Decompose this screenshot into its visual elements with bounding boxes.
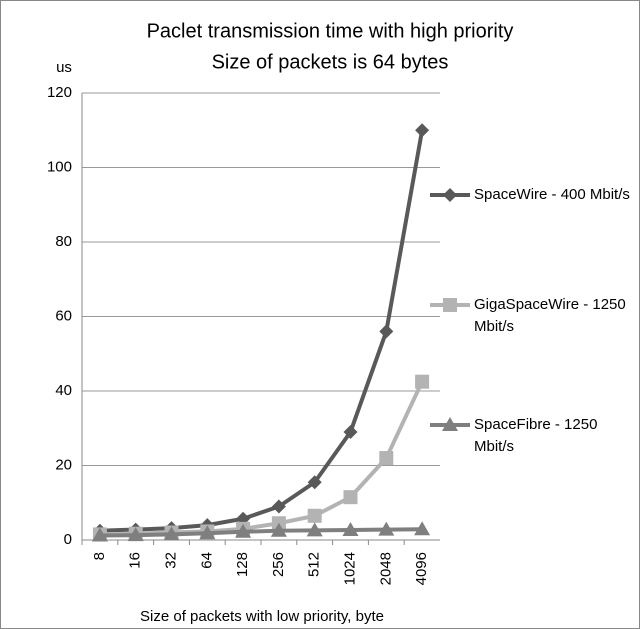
x-tick-label: 32: [162, 552, 179, 569]
y-tick-label: 100: [47, 158, 72, 175]
x-tick-label: 8: [91, 552, 108, 560]
marker: [307, 475, 322, 490]
y-tick-label: 120: [47, 84, 72, 101]
legend-label: GigaSpaceWire - 1250 Mbit/s: [474, 296, 626, 335]
marker: [442, 417, 458, 431]
marker: [163, 526, 180, 541]
chart-subtitle: Size of packets is 64 bytes: [212, 51, 449, 73]
legend-entry: GigaSpaceWire - 1250 Mbit/s: [474, 296, 626, 335]
marker: [343, 490, 358, 505]
marker: [307, 508, 322, 523]
legend-entry: SpaceFibre - 1250 Mbit/s: [474, 416, 598, 455]
y-tick-label: 40: [55, 382, 72, 399]
x-tick-label: 4096: [413, 552, 430, 585]
x-tick-label: 64: [198, 552, 215, 569]
series-line: [99, 527, 423, 538]
marker: [379, 451, 394, 466]
x-tick-label: 2048: [377, 552, 394, 585]
legend-label: SpaceFibre - 1250 Mbit/s: [474, 416, 598, 455]
marker: [270, 522, 287, 537]
x-axis-label: Size of packets with low priority, byte: [140, 608, 384, 625]
marker: [343, 424, 358, 439]
x-tick-label: 16: [127, 552, 144, 569]
marker: [443, 298, 457, 312]
y-tick-label: 0: [64, 531, 72, 548]
series-line: [99, 129, 425, 533]
marker: [199, 525, 216, 540]
x-tick-label: 256: [270, 552, 287, 577]
marker: [443, 188, 457, 202]
y-tick-label: 60: [55, 307, 72, 324]
marker: [378, 521, 395, 536]
marker: [379, 324, 394, 339]
marker: [91, 527, 108, 542]
marker: [235, 523, 252, 538]
x-tick-label: 512: [306, 552, 323, 577]
legend-entry: SpaceWire - 400 Mbit/s: [474, 186, 630, 203]
chart-title: Paclet transmission time with high prior…: [147, 20, 514, 42]
legend-label: SpaceWire - 400 Mbit/s: [474, 186, 630, 203]
y-tick-label: 80: [55, 233, 72, 250]
marker: [414, 521, 431, 536]
marker: [415, 374, 430, 389]
marker: [415, 123, 430, 138]
y-axis-label: us: [56, 59, 72, 76]
x-tick-label: 1024: [341, 552, 358, 585]
y-tick-label: 20: [55, 456, 72, 473]
marker: [271, 499, 286, 514]
x-tick-label: 128: [234, 552, 251, 577]
marker: [342, 521, 359, 536]
marker: [306, 522, 323, 537]
marker: [127, 527, 144, 542]
